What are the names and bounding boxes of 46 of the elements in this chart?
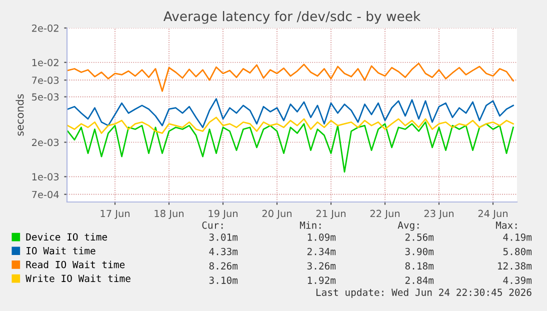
text: 2.56m xyxy=(405,233,434,241)
line-series xyxy=(67,98,514,128)
line-series xyxy=(67,116,514,134)
y-tick-label: 1e-02 xyxy=(32,58,58,66)
text: 4.19m xyxy=(503,233,532,241)
text: 3.90m xyxy=(405,248,434,256)
text: 1.09m xyxy=(308,233,336,241)
y-tick-label: 1e-03 xyxy=(32,173,59,180)
y-tick-label: 5e-03 xyxy=(32,93,59,101)
text: 4.33m xyxy=(209,248,238,256)
text: 4.39m xyxy=(503,276,532,284)
text: 1.92m xyxy=(308,276,336,284)
legend-label: Device IO time xyxy=(26,233,107,241)
text: Min: xyxy=(300,221,321,229)
y-tick-label: 2e-02 xyxy=(32,24,58,32)
y-tick-label: 7e-03 xyxy=(32,76,59,84)
chart-title: Average latency for /dev/sdc - by week xyxy=(163,11,421,24)
x-tick-label: 17 Jun xyxy=(100,210,130,219)
x-tick-label: 18 Jun xyxy=(154,210,184,219)
x-tick-label: 23 Jun xyxy=(424,210,454,219)
text: Max: xyxy=(496,222,517,229)
y-tick-label: 7e-04 xyxy=(32,190,59,198)
text: 3.26m xyxy=(307,262,336,270)
text: 2.34m xyxy=(307,248,336,256)
y-axis-title: seconds xyxy=(16,94,24,136)
legend-label: Write IO Wait time xyxy=(26,274,130,282)
text: 3.10m xyxy=(209,276,238,284)
line-series xyxy=(67,121,514,173)
text: Cur: xyxy=(202,221,223,229)
text: 8.18m xyxy=(405,262,434,270)
x-tick-label: 19 Jun xyxy=(208,210,238,219)
x-tick-label: 22 Jun xyxy=(370,210,400,219)
text: 3.01m xyxy=(209,233,238,241)
legend-label: Read IO Wait time xyxy=(26,260,125,268)
text: Last update: Wed Jun 24 22:30:45 2026 xyxy=(316,288,532,298)
text: Avg: xyxy=(398,222,419,231)
x-tick-label: 21 Jun xyxy=(316,210,346,219)
text: 8.26m xyxy=(209,262,238,270)
x-tick-label: 20 Jun xyxy=(262,210,292,219)
legend-label: IO Wait time xyxy=(26,246,96,254)
text: 2.84m xyxy=(405,276,434,284)
x-tick-label: 24 Jun xyxy=(478,210,508,219)
text: 5.80m xyxy=(503,248,532,256)
text: 12.38m xyxy=(498,262,532,270)
line-series xyxy=(67,62,514,92)
y-tick-label: 2e-03 xyxy=(32,138,59,146)
